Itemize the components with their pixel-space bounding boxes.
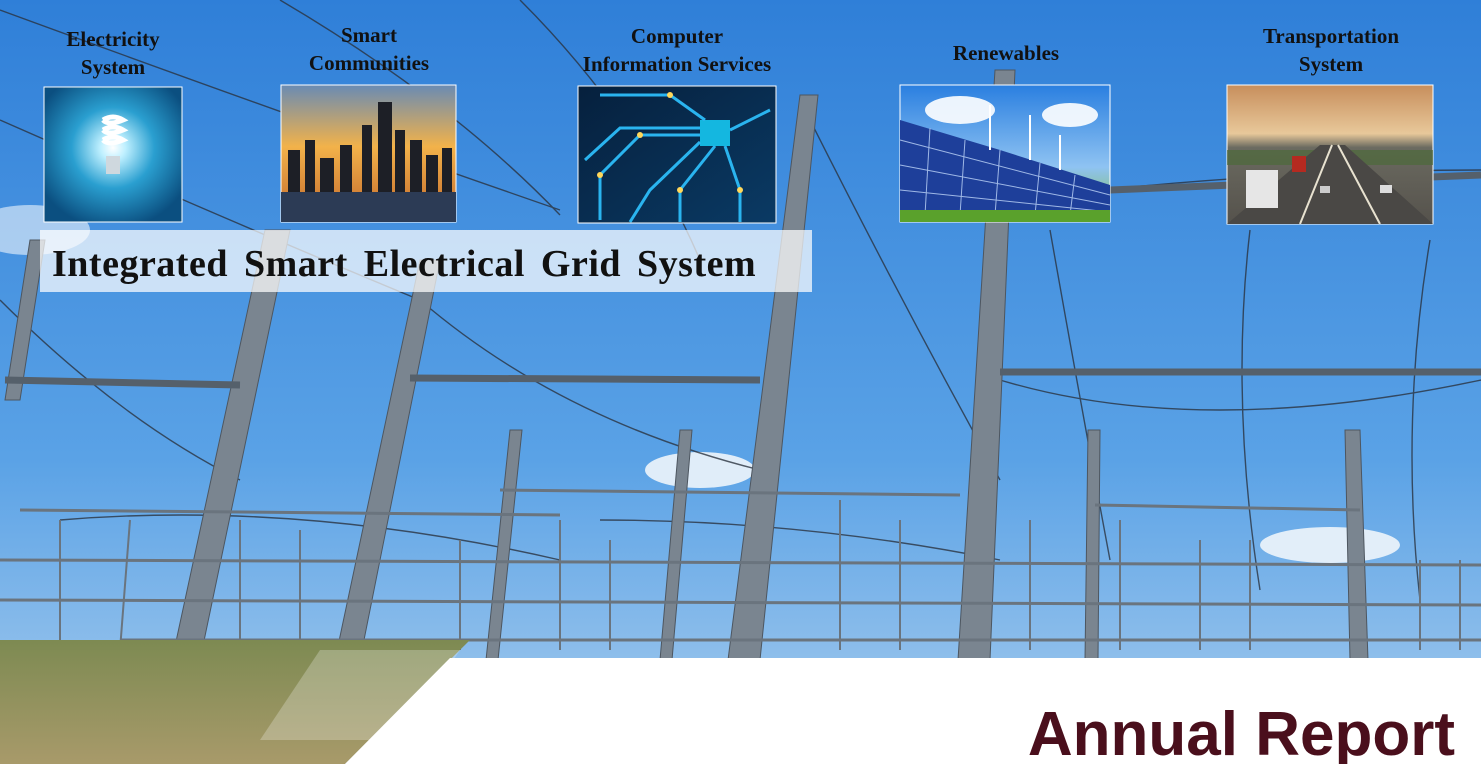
panel-image-part [925,96,995,124]
panel-image-part [700,120,730,146]
report-title: Annual Report [1028,700,1455,764]
panel-image-part-part [737,187,743,193]
panel-image-part [578,86,776,223]
background-part-part [5,380,240,385]
panel-image [578,86,776,223]
panel-image-part [281,192,456,222]
panel-label: Communities [309,51,429,75]
background-part [1260,527,1400,563]
panel-image-part-part [305,140,315,192]
panel-image-part-part [395,130,405,192]
panel-image-part-part [340,145,352,192]
panel-image-part-part [667,92,673,98]
panel-image [900,85,1110,222]
panel-image [44,87,182,222]
panel-image-part [44,87,182,222]
panel-label: Smart [341,23,397,47]
panel-image-part [900,210,1110,222]
panel-image-part [106,156,120,174]
panel-image-part-part [320,158,334,192]
panel-image-part [1320,186,1330,193]
background-part-part [1085,430,1100,660]
panel-label: Computer [631,24,723,48]
panel-label: Transportation [1263,24,1399,48]
report-cover: Electricity System Smart Communities Com… [0,0,1481,764]
panel-image-part-part [442,148,452,192]
background-part [645,452,755,488]
panel-image-part-part [378,102,392,192]
panel-label: System [1299,52,1364,76]
panel-image-part-part [677,187,683,193]
panel-label: Information Services [583,52,771,76]
panel-label: System [81,55,146,79]
panel-image-part-part [597,172,603,178]
panel-image-part [1292,156,1306,172]
panel-image [1227,85,1433,224]
panel-image-part-part [362,125,372,192]
panel-image-part-part [410,140,422,192]
panel-label: Renewables [953,41,1059,65]
panel-image-part [1042,103,1098,127]
banner-title: Integrated Smart Electrical Grid System [52,243,756,285]
panel-image-part [1246,170,1278,208]
panel-image-part-part [637,132,643,138]
panel-image-part [1380,185,1392,193]
panel-image [281,85,456,222]
panel-image-part-part [426,155,438,192]
background-part-part [410,378,760,380]
panel-image-part-part [288,150,300,192]
panel-label: Electricity [66,27,160,51]
